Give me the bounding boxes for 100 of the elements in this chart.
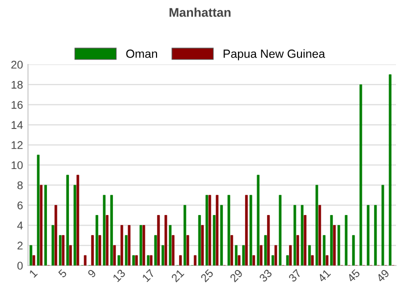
bar — [250, 194, 252, 266]
bar — [206, 194, 208, 266]
bar — [201, 225, 204, 266]
x-tick-label: 13 — [112, 268, 126, 282]
bar — [242, 245, 245, 266]
bar — [74, 184, 76, 266]
bar — [98, 235, 102, 266]
bar — [172, 235, 174, 266]
bar — [252, 255, 256, 266]
x-tick-label: 41 — [317, 268, 331, 283]
bar — [135, 255, 138, 266]
bar — [304, 215, 306, 266]
x-tick-label: 45 — [346, 268, 360, 283]
bar — [186, 235, 190, 266]
x-tick-label: 9 — [87, 268, 96, 278]
bar — [286, 255, 289, 266]
y-tick-label: 18 — [12, 80, 23, 89]
bar — [66, 174, 69, 266]
bar — [360, 84, 362, 266]
y-tick-label: 0 — [17, 262, 23, 270]
x-tick-label: 37 — [288, 268, 302, 282]
bar — [154, 235, 157, 266]
x-tick-label: 33 — [258, 268, 272, 282]
legend-label: Oman — [126, 50, 158, 58]
bar — [40, 184, 43, 266]
bar — [168, 225, 172, 266]
bar — [184, 204, 186, 266]
bar — [289, 245, 292, 266]
bar — [326, 255, 328, 266]
bar — [294, 204, 296, 266]
bar — [32, 255, 36, 266]
bar — [118, 255, 120, 266]
bar — [220, 204, 223, 266]
bar — [208, 194, 212, 266]
bar — [308, 245, 311, 266]
bar — [124, 235, 128, 266]
bar — [216, 194, 218, 266]
y-tick-label: 8 — [17, 181, 23, 190]
bar — [300, 204, 304, 266]
bar — [388, 74, 392, 266]
bar — [102, 194, 106, 266]
bar — [142, 225, 146, 266]
bar — [256, 174, 260, 266]
bar — [194, 255, 196, 266]
bar — [30, 245, 32, 266]
y-tick-label: 14 — [12, 121, 23, 129]
y-tick-label: 4 — [17, 222, 23, 230]
bar — [333, 225, 336, 266]
bar — [113, 245, 116, 266]
y-tick-label: 2 — [18, 242, 23, 250]
bar — [316, 184, 318, 266]
legend-label: Papua New Guinea — [224, 49, 326, 60]
bar — [245, 194, 248, 266]
bar — [366, 204, 370, 266]
bar — [311, 255, 314, 266]
bar — [344, 215, 348, 266]
bar — [140, 225, 142, 266]
bar — [76, 174, 80, 266]
bar — [322, 235, 326, 266]
bar — [234, 245, 238, 266]
x-tick-label: 29 — [230, 268, 244, 282]
bar — [164, 215, 168, 266]
bar — [338, 225, 340, 266]
bar — [212, 215, 216, 266]
bar — [110, 194, 113, 266]
x-tick-label: 25 — [200, 268, 214, 282]
bar — [120, 225, 124, 266]
bar — [330, 215, 333, 266]
bar — [128, 225, 130, 266]
bar — [179, 255, 182, 266]
bar — [52, 225, 54, 266]
bar — [54, 204, 58, 266]
bar — [69, 245, 72, 266]
bar — [58, 235, 62, 266]
bar — [162, 245, 164, 266]
y-tick-label: 12 — [12, 141, 23, 149]
bar — [267, 215, 270, 266]
bar — [62, 235, 64, 266]
bar — [91, 235, 94, 266]
x-tick-label: 17 — [142, 268, 155, 282]
bar — [146, 255, 150, 266]
bar — [278, 194, 282, 266]
y-tick-label: 10 — [12, 161, 23, 170]
bar — [381, 184, 384, 266]
y-tick-label: 20 — [11, 60, 23, 69]
bar — [352, 235, 355, 266]
bar — [36, 154, 40, 266]
bar — [260, 245, 262, 266]
bar — [132, 255, 135, 266]
bar — [274, 245, 278, 266]
bar — [272, 255, 274, 266]
x-tick-label: 21 — [170, 268, 184, 282]
x-tick-label: 1 — [28, 268, 38, 278]
bar — [228, 194, 230, 266]
bar — [374, 204, 377, 266]
bar — [106, 215, 108, 266]
bar — [150, 255, 152, 266]
bar — [96, 215, 98, 266]
bar — [84, 255, 86, 266]
y-tick-label: 16 — [12, 100, 23, 109]
